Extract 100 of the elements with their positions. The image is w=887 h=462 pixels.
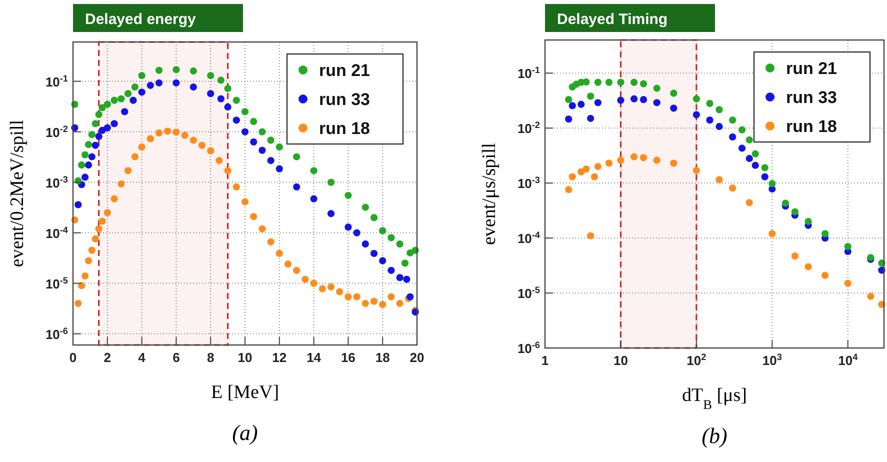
x-tick-label: 10 [613, 353, 628, 368]
point [95, 132, 102, 140]
point [241, 108, 249, 116]
point [98, 104, 106, 112]
y-tick-label: 10$^{-4}$ [517, 230, 541, 246]
point [232, 116, 240, 124]
point [327, 283, 335, 290]
x-tick-label: 0 [69, 350, 77, 365]
point [318, 285, 326, 292]
point [131, 83, 138, 91]
point [293, 153, 300, 160]
x-axis-title: E [MeV] [210, 382, 280, 403]
point [138, 72, 146, 80]
x-tick-label: 8 [206, 350, 214, 365]
point [146, 82, 154, 89]
point [118, 180, 125, 188]
point [293, 183, 300, 190]
point [190, 83, 197, 91]
point [258, 128, 266, 136]
legend-label: run 18 [786, 117, 838, 136]
point [138, 143, 146, 151]
chart-title: Delayed Timing [557, 11, 668, 28]
point [181, 132, 188, 139]
y-tick-label: 10$^{-4}$ [45, 224, 69, 241]
point [207, 90, 214, 98]
point [403, 276, 410, 283]
point [217, 76, 224, 84]
x-tick-label: 14 [306, 350, 322, 365]
point [327, 210, 335, 218]
x-tick-label: 1 [541, 353, 549, 368]
point [118, 95, 125, 102]
point [131, 153, 138, 160]
point [190, 136, 197, 144]
point [155, 129, 163, 136]
point [88, 153, 96, 160]
point [164, 128, 172, 135]
point [78, 161, 86, 169]
point [370, 298, 378, 305]
y-tick-label: 10$^{-2}$ [45, 124, 68, 140]
point [84, 161, 92, 169]
y-axis-title: event/μs/spill [479, 142, 500, 246]
point [110, 195, 118, 202]
point [293, 266, 300, 274]
point [336, 288, 344, 296]
point [124, 90, 132, 98]
point [353, 229, 360, 236]
point [232, 183, 240, 190]
point [379, 300, 386, 308]
x-axis-title: dT$_{B}$ [μs] [682, 385, 747, 412]
point [130, 96, 137, 104]
point [110, 96, 118, 104]
point [207, 72, 214, 80]
point [344, 192, 352, 199]
x-tick-label: 18 [375, 350, 390, 365]
point [74, 300, 82, 307]
point [98, 218, 106, 225]
text: (a) [232, 420, 258, 445]
point [370, 214, 378, 222]
point [327, 178, 335, 186]
x-tick-label: 4 [138, 350, 146, 365]
point [396, 300, 404, 307]
point [88, 246, 96, 254]
point [310, 167, 318, 174]
y-tick-label: 10$^{-5}$ [517, 285, 540, 302]
point [110, 120, 118, 128]
legend-label: run 21 [786, 59, 838, 78]
point [138, 88, 146, 96]
point [310, 280, 318, 287]
point [250, 118, 258, 126]
point [396, 274, 404, 282]
point [388, 293, 395, 300]
point [172, 128, 180, 136]
point [362, 300, 369, 307]
point [92, 120, 99, 128]
x-tick-label: 16 [340, 350, 356, 365]
legend-label: run 18 [319, 119, 370, 138]
point [258, 225, 266, 232]
y-axis-title: event/0.2MeV/spill [7, 120, 28, 268]
point [276, 165, 283, 172]
point [124, 167, 132, 174]
point [388, 234, 395, 242]
x-tick-label: 20 [410, 350, 424, 365]
point [81, 151, 89, 158]
point [198, 142, 206, 149]
point [379, 257, 386, 264]
point [401, 260, 409, 267]
point [379, 227, 386, 234]
point [92, 142, 99, 149]
point [276, 250, 283, 258]
point [232, 96, 240, 104]
x-tick-label: 2 [104, 350, 112, 365]
point [344, 223, 352, 231]
legend-label: run 21 [319, 61, 370, 80]
point [241, 198, 249, 206]
point [104, 209, 111, 216]
point [78, 282, 86, 290]
point [172, 79, 180, 86]
point [370, 250, 378, 258]
chart-title: Delayed energy [85, 11, 197, 28]
x-tick-label: 12 [272, 350, 287, 365]
